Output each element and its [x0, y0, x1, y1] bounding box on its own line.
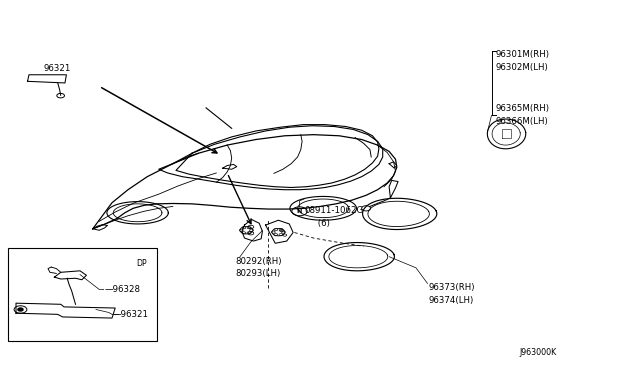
Text: J963000K: J963000K — [520, 348, 557, 357]
Text: —96321: —96321 — [113, 310, 148, 319]
Text: N: N — [297, 209, 302, 214]
Text: 08911-1062G
     (6): 08911-1062G (6) — [304, 206, 364, 228]
Text: DP: DP — [136, 259, 147, 267]
Text: 96301M(RH)
96302M(LH): 96301M(RH) 96302M(LH) — [496, 50, 550, 72]
Text: 80292(RH)
80293(LH): 80292(RH) 80293(LH) — [236, 257, 282, 278]
Text: 96373(RH)
96374(LH): 96373(RH) 96374(LH) — [429, 283, 476, 305]
Circle shape — [18, 308, 23, 311]
Text: 96321: 96321 — [44, 64, 71, 73]
Text: —96328: —96328 — [104, 285, 140, 294]
Text: 96365M(RH)
96366M(LH): 96365M(RH) 96366M(LH) — [496, 104, 550, 126]
Bar — [8, 248, 157, 341]
